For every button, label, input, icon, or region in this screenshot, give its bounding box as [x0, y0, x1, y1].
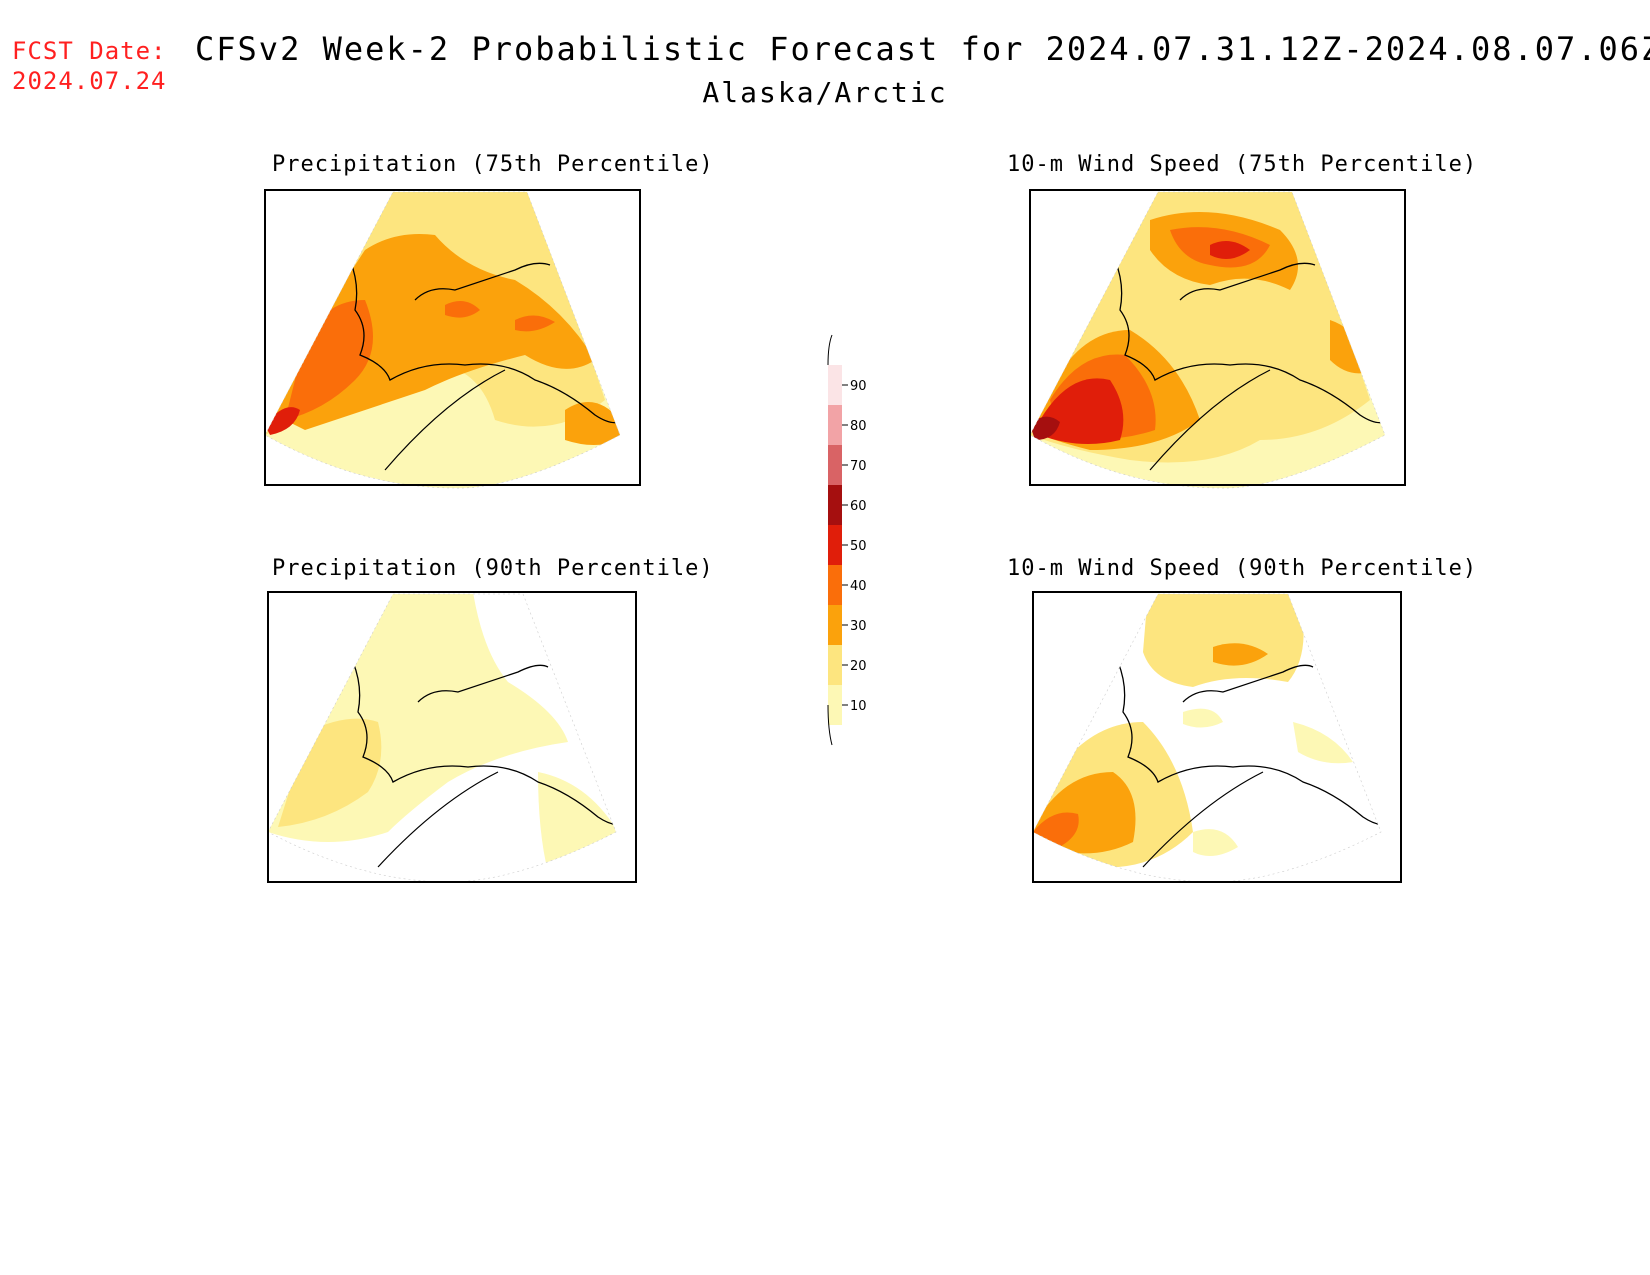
wind75-title: 10-m Wind Speed (75th Percentile) [1007, 152, 1478, 177]
wind75-field-50b [1040, 378, 1124, 444]
region-subtitle: Alaska/Arctic [702, 76, 948, 109]
wind90-field-10 [1183, 708, 1353, 856]
precip75-frame [264, 189, 641, 486]
colorbar-bottom-cap [827, 704, 833, 746]
colorbar-label-80: 80 [850, 419, 867, 434]
colorbar-label-30: 30 [850, 619, 867, 634]
page-title: CFSv2 Week-2 Probabilistic Forecast for … [195, 30, 1650, 68]
wind90-coastline [1117, 661, 1381, 826]
precip75-field-50 [265, 407, 300, 435]
wind75-frame [1029, 189, 1406, 486]
precip75-coastline-2 [414, 262, 551, 301]
precip75-map [264, 189, 641, 489]
precip75-title: Precipitation (75th Percentile) [272, 152, 714, 177]
wind90-frame [1032, 591, 1402, 883]
wind75-peninsula [1149, 369, 1271, 471]
wind75-map [1029, 189, 1406, 489]
fcst-date-block: FCST Date: 2024.07.24 [12, 36, 167, 96]
precip75-field-30 [275, 234, 595, 430]
wind75-field-50 [1210, 241, 1250, 259]
colorbar-swatch-40 [828, 565, 842, 605]
precip75-field-30b [565, 402, 620, 445]
precip90-field-10b [538, 772, 616, 872]
colorbar: 90 80 70 60 50 40 30 20 10 [827, 334, 867, 746]
colorbar-swatches [828, 365, 842, 725]
precip75-field-40 [285, 300, 373, 420]
precip90-coastline-2 [417, 664, 549, 703]
precip90-map [267, 591, 637, 883]
colorbar-label-40: 40 [850, 579, 867, 594]
colorbar-swatch-70 [828, 445, 842, 485]
wind90-field-30b [1033, 772, 1136, 854]
colorbar-swatch-60 [828, 485, 842, 525]
wind75-field-30c [1330, 320, 1375, 374]
precip75-wedge-outline [264, 191, 621, 489]
colorbar-labels: 90 80 70 60 50 40 30 20 10 [842, 379, 867, 714]
colorbar-label-60: 60 [850, 499, 867, 514]
colorbar-label-10: 10 [850, 699, 867, 714]
colorbar-swatch-90 [828, 365, 842, 405]
wind75-coastline [1114, 259, 1385, 424]
colorbar-swatch-30 [828, 605, 842, 645]
precip90-peninsula [377, 771, 499, 868]
fcst-date-label: FCST Date: [12, 37, 167, 65]
colorbar-top-cap [827, 334, 833, 366]
precip75-peninsula [384, 369, 506, 471]
wind90-field-20 [1143, 594, 1304, 687]
wind90-peninsula [1142, 771, 1264, 868]
wind90-coastline-2 [1182, 664, 1314, 703]
fcst-date-value: 2024.07.24 [12, 67, 167, 95]
precip75-coastline [349, 259, 620, 424]
colorbar-label-50: 50 [850, 539, 867, 554]
wind75-coastline-2 [1179, 262, 1316, 301]
wind75-wedge-outline [1029, 191, 1386, 489]
colorbar-swatch-10 [828, 685, 842, 725]
colorbar-swatch-20 [828, 645, 842, 685]
wind90-title: 10-m Wind Speed (90th Percentile) [1007, 556, 1478, 581]
colorbar-label-20: 20 [850, 659, 867, 674]
precip90-coastline [352, 661, 616, 826]
wind90-field-30 [1213, 643, 1268, 666]
wind75-field-60 [1030, 416, 1060, 440]
precip90-title: Precipitation (90th Percentile) [272, 556, 714, 581]
wind90-map [1032, 591, 1402, 883]
precip75-field-40b [445, 301, 555, 332]
colorbar-swatch-50 [828, 525, 842, 565]
precip90-frame [267, 591, 637, 883]
colorbar-label-70: 70 [850, 459, 867, 474]
colorbar-label-90: 90 [850, 379, 867, 394]
colorbar-swatch-80 [828, 405, 842, 445]
